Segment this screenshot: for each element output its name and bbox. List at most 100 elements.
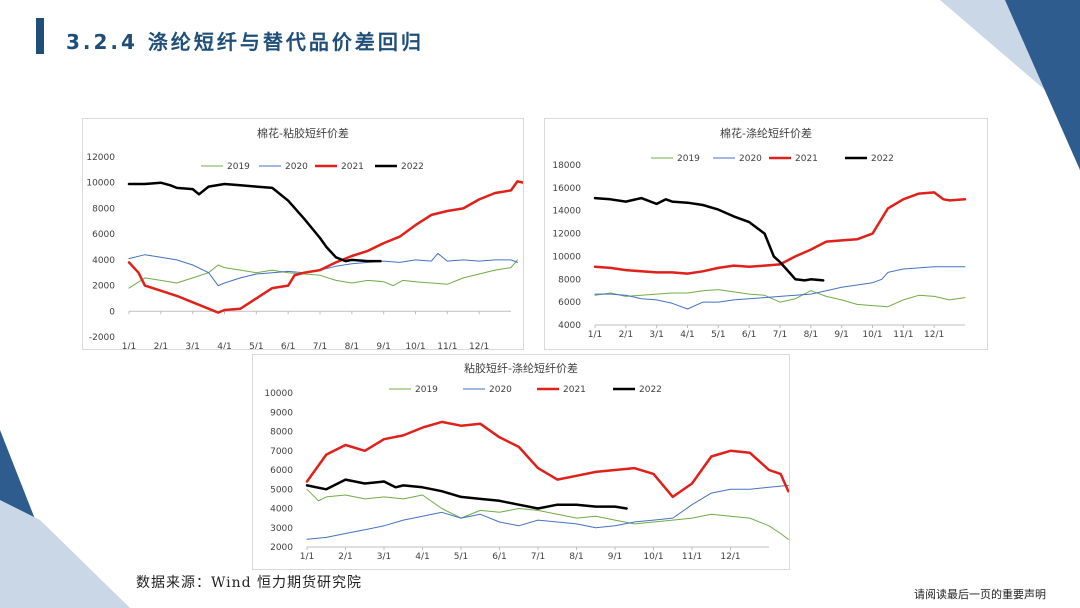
y-tick-label: 8000	[558, 275, 581, 285]
chart-title: 棉花-粘胶短纤价差	[257, 126, 349, 140]
y-tick-label: 10000	[264, 389, 293, 399]
series-line-2019	[128, 259, 518, 289]
x-tick-label: 11/1	[682, 552, 702, 562]
series-line-2022	[127, 181, 382, 263]
y-tick-label: 2000	[92, 282, 115, 292]
y-tick-label: 7000	[270, 447, 293, 457]
x-tick-label: 9/1	[608, 552, 622, 562]
deco-triangle-top-right-dark	[1005, 0, 1080, 170]
legend-label-2022: 2022	[401, 162, 424, 172]
y-tick-label: 14000	[552, 207, 581, 217]
y-tick-label: 16000	[552, 184, 581, 194]
series-line-2021	[305, 420, 789, 499]
y-tick-label: 3000	[270, 524, 293, 534]
title-accent-bar	[36, 18, 44, 54]
disclaimer-text: 请阅读最后一页的重要声明	[914, 588, 1046, 601]
x-tick-label: 11/1	[437, 342, 457, 349]
legend-label-2019: 2019	[415, 385, 438, 395]
x-tick-label: 12/1	[720, 552, 740, 562]
series-line-2022	[305, 478, 628, 510]
data-source-note: 数据来源：Wind 恒力期货研究院	[136, 575, 363, 591]
x-tick-label: 10/1	[643, 552, 663, 562]
y-tick-label: 6000	[92, 230, 115, 240]
x-tick-label: 3/1	[377, 552, 391, 562]
x-tick-label: 4/1	[415, 552, 429, 562]
x-tick-label: 8/1	[569, 552, 583, 562]
legend-label-2019: 2019	[227, 162, 250, 172]
chart-2: 棉花-涤纶短纤价差 4000 6000 8000 10000 12000 14000 1600…	[552, 126, 967, 340]
x-tick-label: 7/1	[773, 330, 787, 340]
x-tick-label: 11/1	[893, 330, 913, 340]
series-line-2020	[594, 266, 966, 310]
y-tick-label: 2000	[270, 543, 293, 553]
x-tick-label: 2/1	[338, 552, 352, 562]
chart-title: 棉花-涤纶短纤价差	[720, 126, 812, 140]
y-tick-label: 4000	[558, 321, 581, 331]
y-tick-label: 10000	[552, 252, 581, 262]
x-tick-label: 1/1	[122, 342, 136, 349]
legend-label-2022: 2022	[871, 154, 894, 164]
x-tick-label: 1/1	[588, 330, 602, 340]
series-line-2020	[128, 252, 518, 287]
y-tick-label: 5000	[270, 485, 293, 495]
y-tick-label: 12000	[552, 230, 581, 240]
y-tick-label: 6000	[558, 298, 581, 308]
x-tick-label: 1/1	[300, 552, 314, 562]
x-tick-label: 2/1	[154, 342, 168, 349]
legend-label-2019: 2019	[677, 154, 700, 164]
y-tick-label: 4000	[92, 256, 115, 266]
x-tick-label: 12/1	[924, 330, 944, 340]
y-tick-label: -2000	[89, 333, 115, 343]
series-line-2019	[594, 289, 966, 308]
x-tick-label: 8/1	[804, 330, 818, 340]
series-line-2021	[127, 180, 523, 314]
y-tick-label: 10000	[86, 179, 115, 189]
chart-panel-3: 粘胶短纤-涤纶短纤价差 2000 3000 4000 5000 6000 7000 8000 9…	[252, 354, 790, 570]
chart-panel-2: 棉花-涤纶短纤价差 4000 6000 8000 10000 12000 14000 1600…	[544, 118, 988, 350]
x-tick-label: 5/1	[711, 330, 725, 340]
chart-panel-1: 棉花-粘胶短纤价差 -2000 0 2000 4000 6000 8000 10000 1200…	[82, 118, 524, 350]
legend-label-2020: 2020	[739, 154, 762, 164]
x-tick-label: 9/1	[376, 342, 390, 349]
series-line-2020	[306, 484, 789, 540]
x-tick-label: 9/1	[834, 330, 848, 340]
x-tick-label: 7/1	[313, 342, 327, 349]
series-line-2019	[306, 488, 789, 540]
legend-label-2021: 2021	[563, 385, 586, 395]
x-tick-label: 5/1	[249, 342, 263, 349]
x-tick-label: 10/1	[862, 330, 882, 340]
deco-triangle-bottom-left-light	[0, 500, 130, 608]
x-tick-label: 5/1	[454, 552, 468, 562]
y-tick-label: 4000	[270, 505, 293, 515]
legend-label-2021: 2021	[341, 162, 364, 172]
y-tick-label: 6000	[270, 466, 293, 476]
x-tick-label: 6/1	[492, 552, 506, 562]
legend-label-2020: 2020	[489, 385, 512, 395]
y-tick-label: 12000	[86, 153, 115, 163]
y-tick-label: 8000	[92, 204, 115, 214]
x-tick-label: 3/1	[649, 330, 663, 340]
y-tick-label: 18000	[552, 161, 581, 171]
y-tick-label: 9000	[270, 408, 293, 418]
chart-title: 粘胶短纤-涤纶短纤价差	[464, 361, 578, 375]
y-tick-label: 8000	[270, 428, 293, 438]
x-tick-label: 12/1	[469, 342, 489, 349]
chart-1: 棉花-粘胶短纤价差 -2000 0 2000 4000 6000 8000 10000 1200…	[86, 126, 523, 349]
x-tick-label: 2/1	[619, 330, 633, 340]
x-tick-label: 6/1	[742, 330, 756, 340]
x-tick-label: 10/1	[405, 342, 425, 349]
legend-label-2022: 2022	[639, 385, 662, 395]
y-tick-label: 0	[109, 307, 115, 317]
chart-3: 粘胶短纤-涤纶短纤价差 2000 3000 4000 5000 6000 7000 8000 9…	[264, 361, 789, 562]
x-tick-label: 8/1	[345, 342, 359, 349]
series-line-2021	[593, 191, 967, 275]
x-tick-label: 3/1	[185, 342, 199, 349]
page-title: 3.2.4 涤纶短纤与替代品价差回归	[66, 30, 424, 54]
x-tick-label: 6/1	[281, 342, 295, 349]
x-tick-label: 4/1	[217, 342, 231, 349]
series-line-2022	[593, 196, 825, 282]
legend-label-2020: 2020	[285, 162, 308, 172]
legend-label-2021: 2021	[795, 154, 818, 164]
x-tick-label: 7/1	[531, 552, 545, 562]
